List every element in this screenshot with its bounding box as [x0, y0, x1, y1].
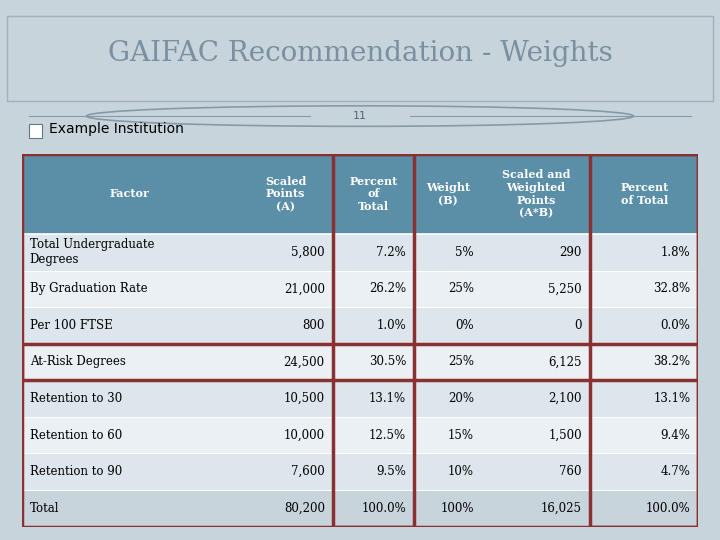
Text: 12.5%: 12.5% [369, 429, 406, 442]
Text: 25%: 25% [448, 282, 474, 295]
Bar [22, 417, 698, 454]
Text: 21,000: 21,000 [284, 282, 325, 295]
Text: 0.0%: 0.0% [660, 319, 690, 332]
Text: 4.7%: 4.7% [660, 465, 690, 478]
Text: 10,500: 10,500 [284, 392, 325, 405]
Text: Weight
(B): Weight (B) [426, 182, 470, 206]
Text: 1.0%: 1.0% [377, 319, 406, 332]
Text: 9.4%: 9.4% [660, 429, 690, 442]
Text: Total: Total [30, 502, 59, 515]
Text: 100.0%: 100.0% [361, 502, 406, 515]
Bar [22, 380, 698, 417]
Text: 30.5%: 30.5% [369, 355, 406, 368]
Text: 15%: 15% [448, 429, 474, 442]
Bar [22, 490, 698, 526]
Text: At-Risk Degrees: At-Risk Degrees [30, 355, 125, 368]
Text: Scaled
Points
(A): Scaled Points (A) [265, 176, 306, 212]
Text: 38.2%: 38.2% [653, 355, 690, 368]
Text: 24,500: 24,500 [284, 355, 325, 368]
Text: 7.2%: 7.2% [377, 246, 406, 259]
Text: GAIFAC Recommendation - Weights: GAIFAC Recommendation - Weights [107, 40, 613, 67]
Text: 11: 11 [353, 111, 367, 121]
Text: 290: 290 [559, 246, 582, 259]
Text: 80,200: 80,200 [284, 502, 325, 515]
Bar [22, 307, 698, 343]
Text: 1.8%: 1.8% [661, 246, 690, 259]
Text: 800: 800 [302, 319, 325, 332]
Text: 5%: 5% [455, 246, 474, 259]
Bar [22, 271, 698, 307]
Text: 26.2%: 26.2% [369, 282, 406, 295]
Bar [22, 234, 698, 271]
Text: By Graduation Rate: By Graduation Rate [30, 282, 148, 295]
Text: Retention to 90: Retention to 90 [30, 465, 122, 478]
Text: 5,800: 5,800 [291, 246, 325, 259]
Text: 7,600: 7,600 [291, 465, 325, 478]
Circle shape [86, 106, 634, 126]
Text: Percent
of
Total: Percent of Total [349, 176, 397, 212]
Bar [333, 154, 414, 526]
Text: 100%: 100% [440, 502, 474, 515]
Bar [29, 124, 42, 138]
Text: Per 100 FTSE: Per 100 FTSE [30, 319, 112, 332]
Text: 2,100: 2,100 [549, 392, 582, 405]
Text: 100.0%: 100.0% [646, 502, 690, 515]
Text: Retention to 30: Retention to 30 [30, 392, 122, 405]
Text: 1,500: 1,500 [549, 429, 582, 442]
Text: Factor: Factor [110, 188, 150, 199]
Bar [22, 154, 698, 234]
Text: 5,250: 5,250 [549, 282, 582, 295]
Text: 0%: 0% [455, 319, 474, 332]
Text: 10,000: 10,000 [284, 429, 325, 442]
Text: 25%: 25% [448, 355, 474, 368]
Text: Total Undergraduate
Degrees: Total Undergraduate Degrees [30, 238, 154, 266]
Bar [22, 343, 698, 380]
Text: 13.1%: 13.1% [653, 392, 690, 405]
Text: 6,125: 6,125 [549, 355, 582, 368]
Text: Percent
of Total: Percent of Total [620, 182, 668, 206]
Text: 20%: 20% [448, 392, 474, 405]
Text: Scaled and
Weighted
Points
(A*B): Scaled and Weighted Points (A*B) [502, 169, 570, 219]
Bar [590, 154, 698, 526]
Text: 13.1%: 13.1% [369, 392, 406, 405]
Text: 32.8%: 32.8% [653, 282, 690, 295]
Bar [22, 343, 698, 380]
Text: 760: 760 [559, 465, 582, 478]
Text: 9.5%: 9.5% [376, 465, 406, 478]
Text: 0: 0 [575, 319, 582, 332]
Bar [22, 454, 698, 490]
Text: Example Institution: Example Institution [49, 123, 184, 137]
Text: 16,025: 16,025 [541, 502, 582, 515]
Text: 10%: 10% [448, 465, 474, 478]
Text: Retention to 60: Retention to 60 [30, 429, 122, 442]
